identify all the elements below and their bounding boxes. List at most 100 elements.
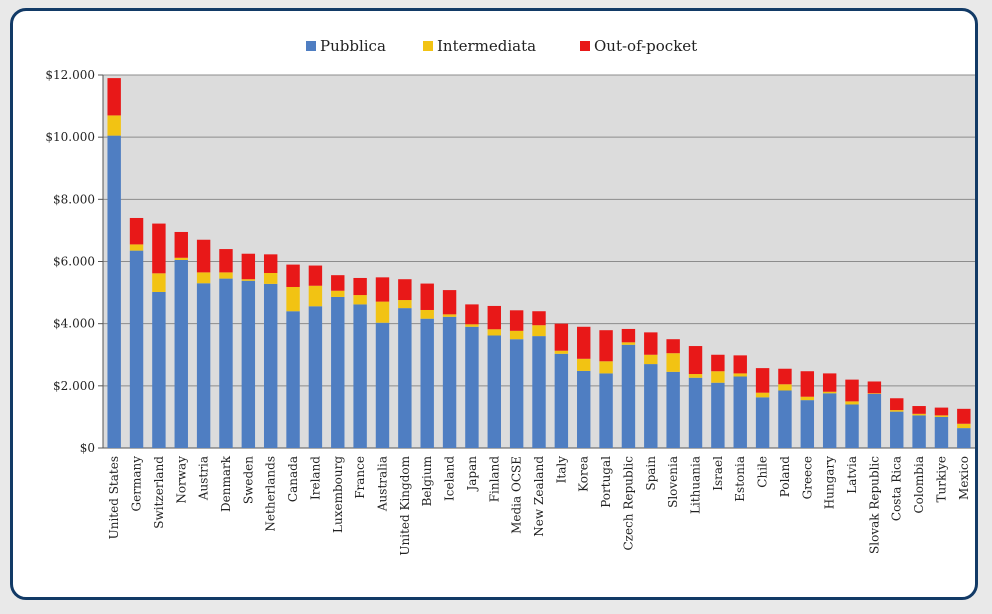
x-tick-label: Mexico (957, 456, 971, 500)
bar-out-of-pocket (241, 253, 256, 280)
bar-intermediata (532, 325, 546, 337)
x-tick-label: Spain (644, 456, 658, 491)
bar-pubblica (442, 316, 457, 448)
bar-intermediata (308, 285, 323, 307)
y-tick-label: $4.000 (53, 317, 95, 331)
bar-out-of-pocket (420, 283, 434, 310)
x-tick-label: Chile (756, 456, 770, 488)
x-tick-label: Hungary (823, 456, 837, 509)
bar-intermediata (465, 324, 479, 327)
legend-swatch (423, 41, 433, 51)
bar-pubblica (152, 291, 166, 448)
x-tick-label: Finland (487, 456, 501, 503)
bar-intermediata (755, 392, 770, 398)
legend-swatch (306, 41, 316, 51)
bar-intermediata (420, 309, 434, 319)
x-tick-label: Israel (711, 456, 725, 491)
bar-intermediata (286, 286, 300, 312)
bar-intermediata (733, 373, 747, 377)
bar-intermediata (442, 314, 457, 317)
x-tick-label: Estonia (733, 456, 747, 502)
bar-intermediata (263, 273, 278, 284)
y-tick-label: $2.000 (53, 379, 95, 393)
x-tick-label: Colombia (912, 456, 926, 514)
bar-intermediata (912, 413, 926, 416)
bar-pubblica (822, 393, 837, 448)
bar-intermediata (957, 423, 971, 429)
x-tick-label: Canada (286, 456, 300, 502)
bar-out-of-pocket (621, 328, 636, 343)
y-tick-label: $10.000 (45, 130, 95, 144)
bar-out-of-pocket (509, 310, 524, 331)
bar-intermediata (331, 290, 345, 297)
bar-out-of-pocket (577, 326, 591, 359)
bar-intermediata (353, 295, 367, 305)
x-tick-label: Slovenia (666, 456, 680, 508)
bar-out-of-pocket (755, 368, 770, 393)
bar-pubblica (577, 370, 591, 448)
bar-intermediata (822, 391, 837, 394)
bars (107, 78, 971, 449)
bar-pubblica (129, 250, 144, 448)
bar-pubblica (286, 311, 300, 448)
bar-out-of-pocket (599, 330, 613, 362)
bar-pubblica (331, 296, 345, 448)
bar-pubblica (353, 304, 367, 448)
bar-pubblica (375, 322, 390, 448)
bar-pubblica (711, 382, 725, 448)
bar-out-of-pocket (442, 290, 457, 315)
bar-out-of-pocket (778, 368, 792, 385)
bar-pubblica (688, 377, 703, 448)
bar-out-of-pocket (644, 332, 658, 355)
bar-out-of-pocket (219, 249, 233, 273)
bar-intermediata (778, 384, 792, 391)
bar-out-of-pocket (666, 339, 680, 354)
bar-out-of-pocket (107, 78, 121, 116)
legend-swatch (580, 41, 590, 51)
bar-intermediata (621, 342, 636, 345)
x-tick-label: Portugal (599, 456, 613, 508)
bar-out-of-pocket (890, 398, 904, 411)
bar-pubblica (778, 390, 792, 448)
bar-pubblica (465, 326, 479, 448)
x-tick-label: Slovak Republic (867, 456, 881, 554)
bar-out-of-pocket (822, 373, 837, 392)
x-tick-label: France (353, 456, 367, 499)
bar-out-of-pocket (957, 408, 971, 424)
x-tick-label: Belgium (420, 455, 434, 506)
y-tick-label: $8.000 (53, 192, 95, 206)
bar-intermediata (487, 329, 501, 336)
bar-out-of-pocket (688, 346, 703, 375)
bar-out-of-pocket (711, 354, 725, 372)
bar-out-of-pocket (286, 264, 300, 287)
bar-intermediata (241, 279, 256, 281)
x-tick-label: Turkiye (934, 456, 948, 502)
legend-label: Pubblica (320, 37, 386, 55)
bar-out-of-pocket (934, 407, 949, 416)
bar-pubblica (420, 318, 434, 448)
x-tick-label: Denmark (219, 455, 233, 512)
bar-intermediata (599, 361, 613, 374)
y-tick-label: $0 (80, 441, 95, 455)
bar-intermediata (711, 371, 725, 383)
bar-intermediata (845, 401, 859, 405)
bar-out-of-pocket (129, 217, 144, 245)
bar-pubblica (934, 416, 949, 448)
x-tick-label: Luxembourg (331, 456, 345, 533)
bar-out-of-pocket (912, 406, 926, 414)
bar-intermediata (375, 301, 390, 323)
bar-intermediata (800, 396, 815, 401)
bar-intermediata (554, 350, 569, 354)
x-tick-label: Media OCSE (510, 456, 524, 534)
bar-intermediata (577, 358, 591, 371)
bar-intermediata (152, 273, 166, 292)
bar-out-of-pocket (174, 231, 188, 258)
bar-out-of-pocket (867, 381, 882, 394)
bar-out-of-pocket (845, 379, 859, 402)
bar-pubblica (398, 308, 412, 448)
bar-pubblica (755, 397, 770, 448)
x-tick-label: Ireland (308, 456, 322, 500)
bar-pubblica (219, 278, 233, 448)
bar-pubblica (621, 344, 636, 448)
x-tick-label: Japan (465, 456, 479, 493)
